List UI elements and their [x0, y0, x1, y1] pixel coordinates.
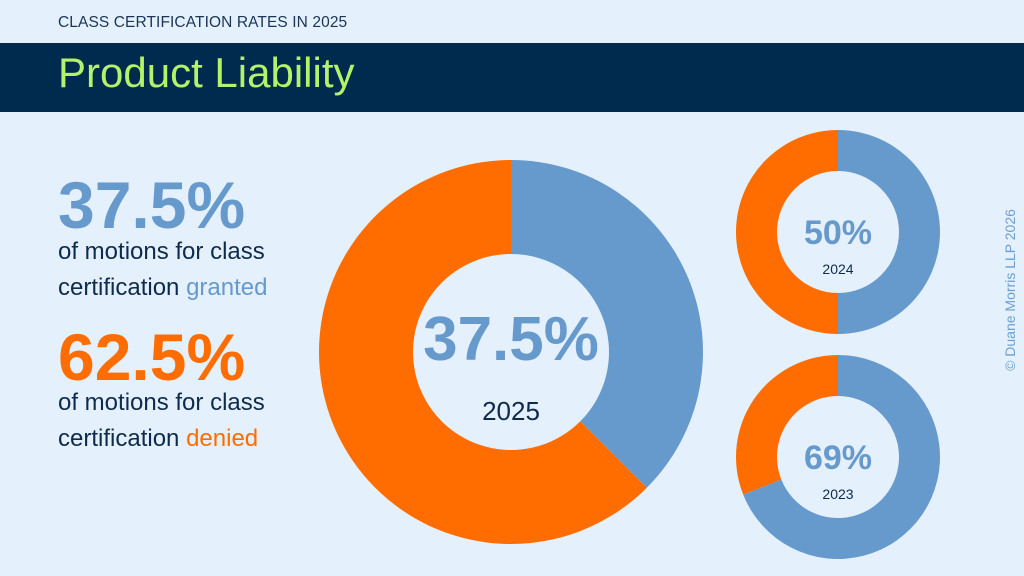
granted-percent: 37.5%: [58, 168, 246, 242]
donut-center-year: 2025: [482, 396, 540, 426]
donut-slice-granted-2023: [743, 355, 940, 559]
donut-center-value: 69%: [804, 439, 872, 477]
donut-center-year: 2024: [822, 261, 853, 277]
denied-percent: 62.5%: [58, 320, 246, 394]
page-title: Product Liability: [58, 49, 355, 96]
donut-slice-denied-2025: [318, 160, 647, 545]
denied-line1: of motions for class: [58, 389, 265, 416]
granted-line2: certification granted: [58, 276, 267, 300]
donut-center-year: 2023: [822, 486, 853, 502]
donut-center-value: 37.5%: [423, 305, 599, 374]
donut-slice-granted-2024: [838, 130, 940, 334]
denied-line2: certification denied: [58, 427, 258, 451]
denied-word: denied: [186, 425, 259, 452]
header-bar: Product Liability: [0, 43, 1024, 112]
donut-center-value: 50%: [804, 214, 872, 252]
granted-line2-text: certification: [58, 274, 187, 301]
donut-slice-denied-2024: [736, 130, 838, 334]
denied-line2-text: certification: [58, 425, 187, 452]
copyright: © Duane Morris LLP 2026: [1002, 209, 1018, 371]
donut-slice-granted-2025: [511, 160, 703, 488]
donut-slice-denied-2023: [735, 354, 838, 495]
granted-word: granted: [186, 274, 268, 301]
subtitle: CLASS CERTIFICATION RATES IN 2025: [58, 14, 348, 31]
granted-line1: of motions for class: [58, 238, 265, 265]
